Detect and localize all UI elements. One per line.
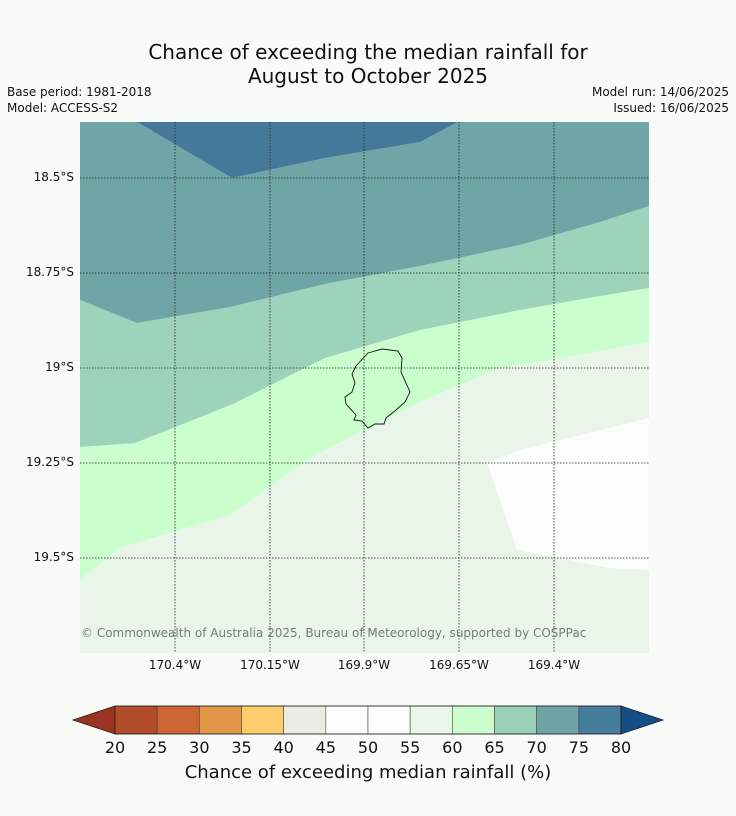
colorbar-tick-label: 50 bbox=[357, 738, 379, 757]
lon-label: 169.65°W bbox=[429, 658, 489, 672]
colorbar-tick-label: 25 bbox=[146, 738, 168, 757]
colorbar-cell bbox=[114, 705, 158, 735]
copyright-notice: © Commonwealth of Australia 2025, Bureau… bbox=[81, 626, 587, 640]
model-label: Model: ACCESS-S2 bbox=[7, 101, 119, 115]
colorbar-cell bbox=[241, 705, 284, 735]
colorbar-under-arrow bbox=[71, 705, 116, 735]
zone-75-80 bbox=[137, 122, 458, 178]
zone-65-70 bbox=[80, 206, 649, 447]
colorbar-cell bbox=[325, 705, 369, 735]
base-period-label: Base period: 1981-2018 bbox=[7, 85, 152, 99]
colorbar-cell bbox=[494, 705, 537, 735]
colorbar-cell bbox=[199, 705, 242, 735]
colorbar-tick-label: 30 bbox=[189, 738, 210, 757]
colorbar-tick-label: 65 bbox=[484, 738, 505, 757]
lat-label: 18.5°S bbox=[33, 170, 74, 184]
colorbar-cell bbox=[156, 705, 200, 735]
colorbar-cell bbox=[578, 705, 622, 735]
colorbar-tick-label: 35 bbox=[231, 738, 252, 757]
lon-label: 170.15°W bbox=[240, 658, 300, 672]
issued-label: Issued: 16/06/2025 bbox=[613, 101, 729, 115]
niue-island-outline bbox=[344, 348, 411, 429]
zone-60-65 bbox=[80, 288, 649, 580]
colorbar bbox=[71, 705, 665, 735]
colorbar-tick-label: 80 bbox=[610, 738, 632, 757]
colorbar-tick-label: 60 bbox=[442, 738, 463, 757]
colorbar-tick-label: 45 bbox=[315, 738, 337, 757]
colorbar-tick-label: 70 bbox=[526, 738, 547, 757]
map-title-line-2: August to October 2025 bbox=[247, 64, 489, 88]
graticule bbox=[80, 122, 649, 653]
colorbar-tick-label: 20 bbox=[104, 738, 126, 757]
zone-55-60 bbox=[80, 342, 649, 653]
colorbar-cell bbox=[452, 705, 495, 735]
lon-label: 170.4°W bbox=[148, 658, 202, 672]
lat-label: 19.5°S bbox=[33, 550, 74, 564]
lat-label: 18.75°S bbox=[26, 265, 74, 279]
colorbar-tick-label: 40 bbox=[273, 738, 294, 757]
colorbar-cell bbox=[283, 705, 327, 735]
model-run-label: Model run: 14/06/2025 bbox=[591, 85, 729, 99]
colorbar-tick-label: 55 bbox=[399, 738, 421, 757]
colorbar-over-arrow bbox=[620, 705, 665, 735]
colorbar-tick-label: 75 bbox=[568, 738, 590, 757]
lon-label: 169.9°W bbox=[337, 658, 391, 672]
lat-label: 19.25°S bbox=[26, 455, 74, 469]
colorbar-label: Chance of exceeding median rainfall (%) bbox=[184, 762, 552, 783]
colorbar-cell bbox=[409, 705, 453, 735]
lon-label: 169.4°W bbox=[527, 658, 581, 672]
colorbar-cell bbox=[367, 705, 411, 735]
rainfall-zones bbox=[80, 122, 649, 653]
lat-label: 19°S bbox=[45, 360, 74, 374]
map-title-line-1: Chance of exceeding the median rainfall … bbox=[148, 40, 588, 64]
colorbar-cell bbox=[536, 705, 580, 735]
